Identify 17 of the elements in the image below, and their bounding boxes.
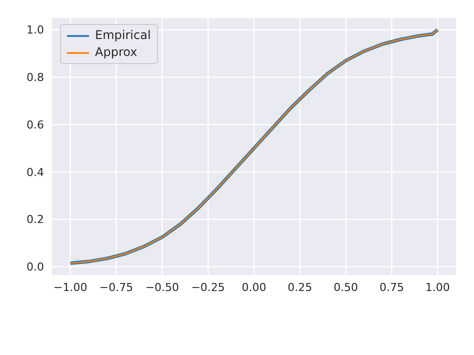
x-tick-label: 0.50 bbox=[334, 280, 358, 294]
legend-label: Empirical bbox=[95, 27, 151, 44]
x-tick-label: 0.75 bbox=[379, 280, 404, 294]
x-tick-label: 0.00 bbox=[242, 280, 266, 294]
x-tick-label: −1.00 bbox=[54, 280, 88, 294]
y-tick-label: 0.4 bbox=[26, 166, 44, 179]
x-tick-label: −0.25 bbox=[191, 280, 225, 294]
x-tick-label: 1.00 bbox=[425, 280, 450, 294]
y-tick-label: 0.6 bbox=[26, 118, 44, 132]
x-tick-label: −0.50 bbox=[145, 280, 180, 294]
y-tick-label: 0.8 bbox=[26, 71, 44, 84]
y-tick-label: 1.0 bbox=[26, 24, 44, 37]
x-tick-label: 0.25 bbox=[288, 280, 312, 294]
y-tick-label: 0.0 bbox=[26, 260, 44, 274]
x-tick-label: −0.75 bbox=[99, 280, 134, 294]
y-tick-label: 0.2 bbox=[26, 213, 44, 226]
legend-label: Approx bbox=[95, 44, 138, 61]
